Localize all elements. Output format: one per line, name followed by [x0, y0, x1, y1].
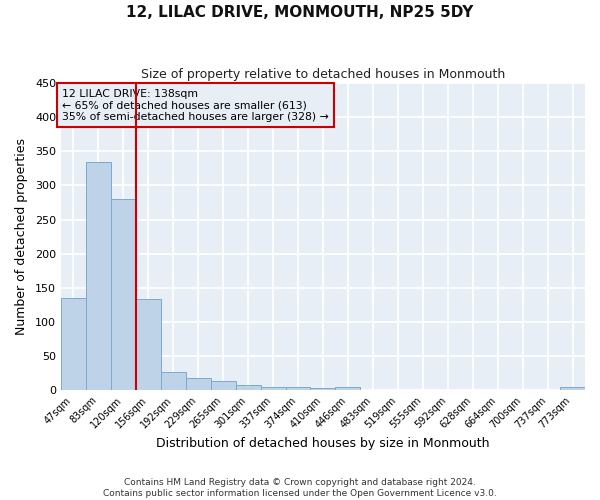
X-axis label: Distribution of detached houses by size in Monmouth: Distribution of detached houses by size … — [156, 437, 490, 450]
Bar — [86, 162, 111, 390]
Bar — [335, 387, 361, 390]
Bar — [161, 372, 186, 390]
Bar — [286, 387, 310, 390]
Bar — [136, 300, 161, 390]
Text: 12 LILAC DRIVE: 138sqm
← 65% of detached houses are smaller (613)
35% of semi-de: 12 LILAC DRIVE: 138sqm ← 65% of detached… — [62, 88, 329, 122]
Y-axis label: Number of detached properties: Number of detached properties — [15, 138, 28, 335]
Bar — [61, 298, 86, 390]
Bar — [260, 387, 286, 390]
Bar — [111, 199, 136, 390]
Bar — [560, 387, 585, 390]
Bar — [236, 386, 260, 390]
Title: Size of property relative to detached houses in Monmouth: Size of property relative to detached ho… — [141, 68, 505, 80]
Text: 12, LILAC DRIVE, MONMOUTH, NP25 5DY: 12, LILAC DRIVE, MONMOUTH, NP25 5DY — [127, 5, 473, 20]
Text: Contains HM Land Registry data © Crown copyright and database right 2024.
Contai: Contains HM Land Registry data © Crown c… — [103, 478, 497, 498]
Bar — [211, 382, 236, 390]
Bar — [186, 378, 211, 390]
Bar — [310, 388, 335, 390]
